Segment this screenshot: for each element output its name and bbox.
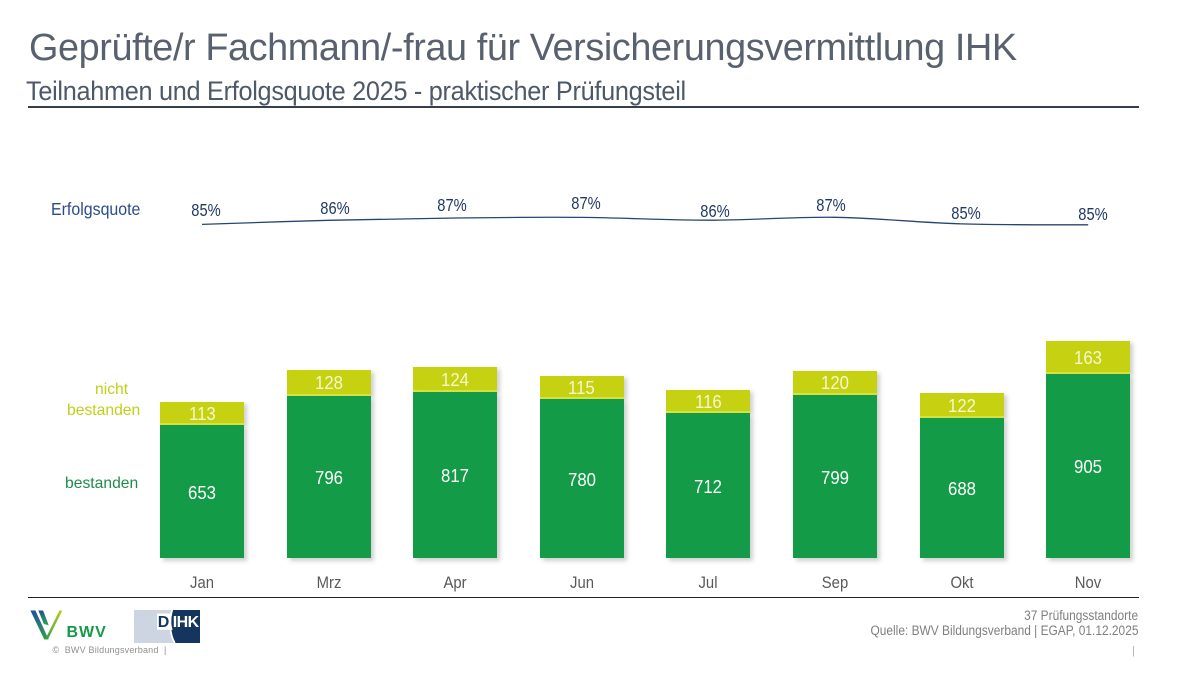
svg-text:IHK: IHK — [173, 614, 200, 631]
svg-text:D: D — [158, 614, 170, 631]
